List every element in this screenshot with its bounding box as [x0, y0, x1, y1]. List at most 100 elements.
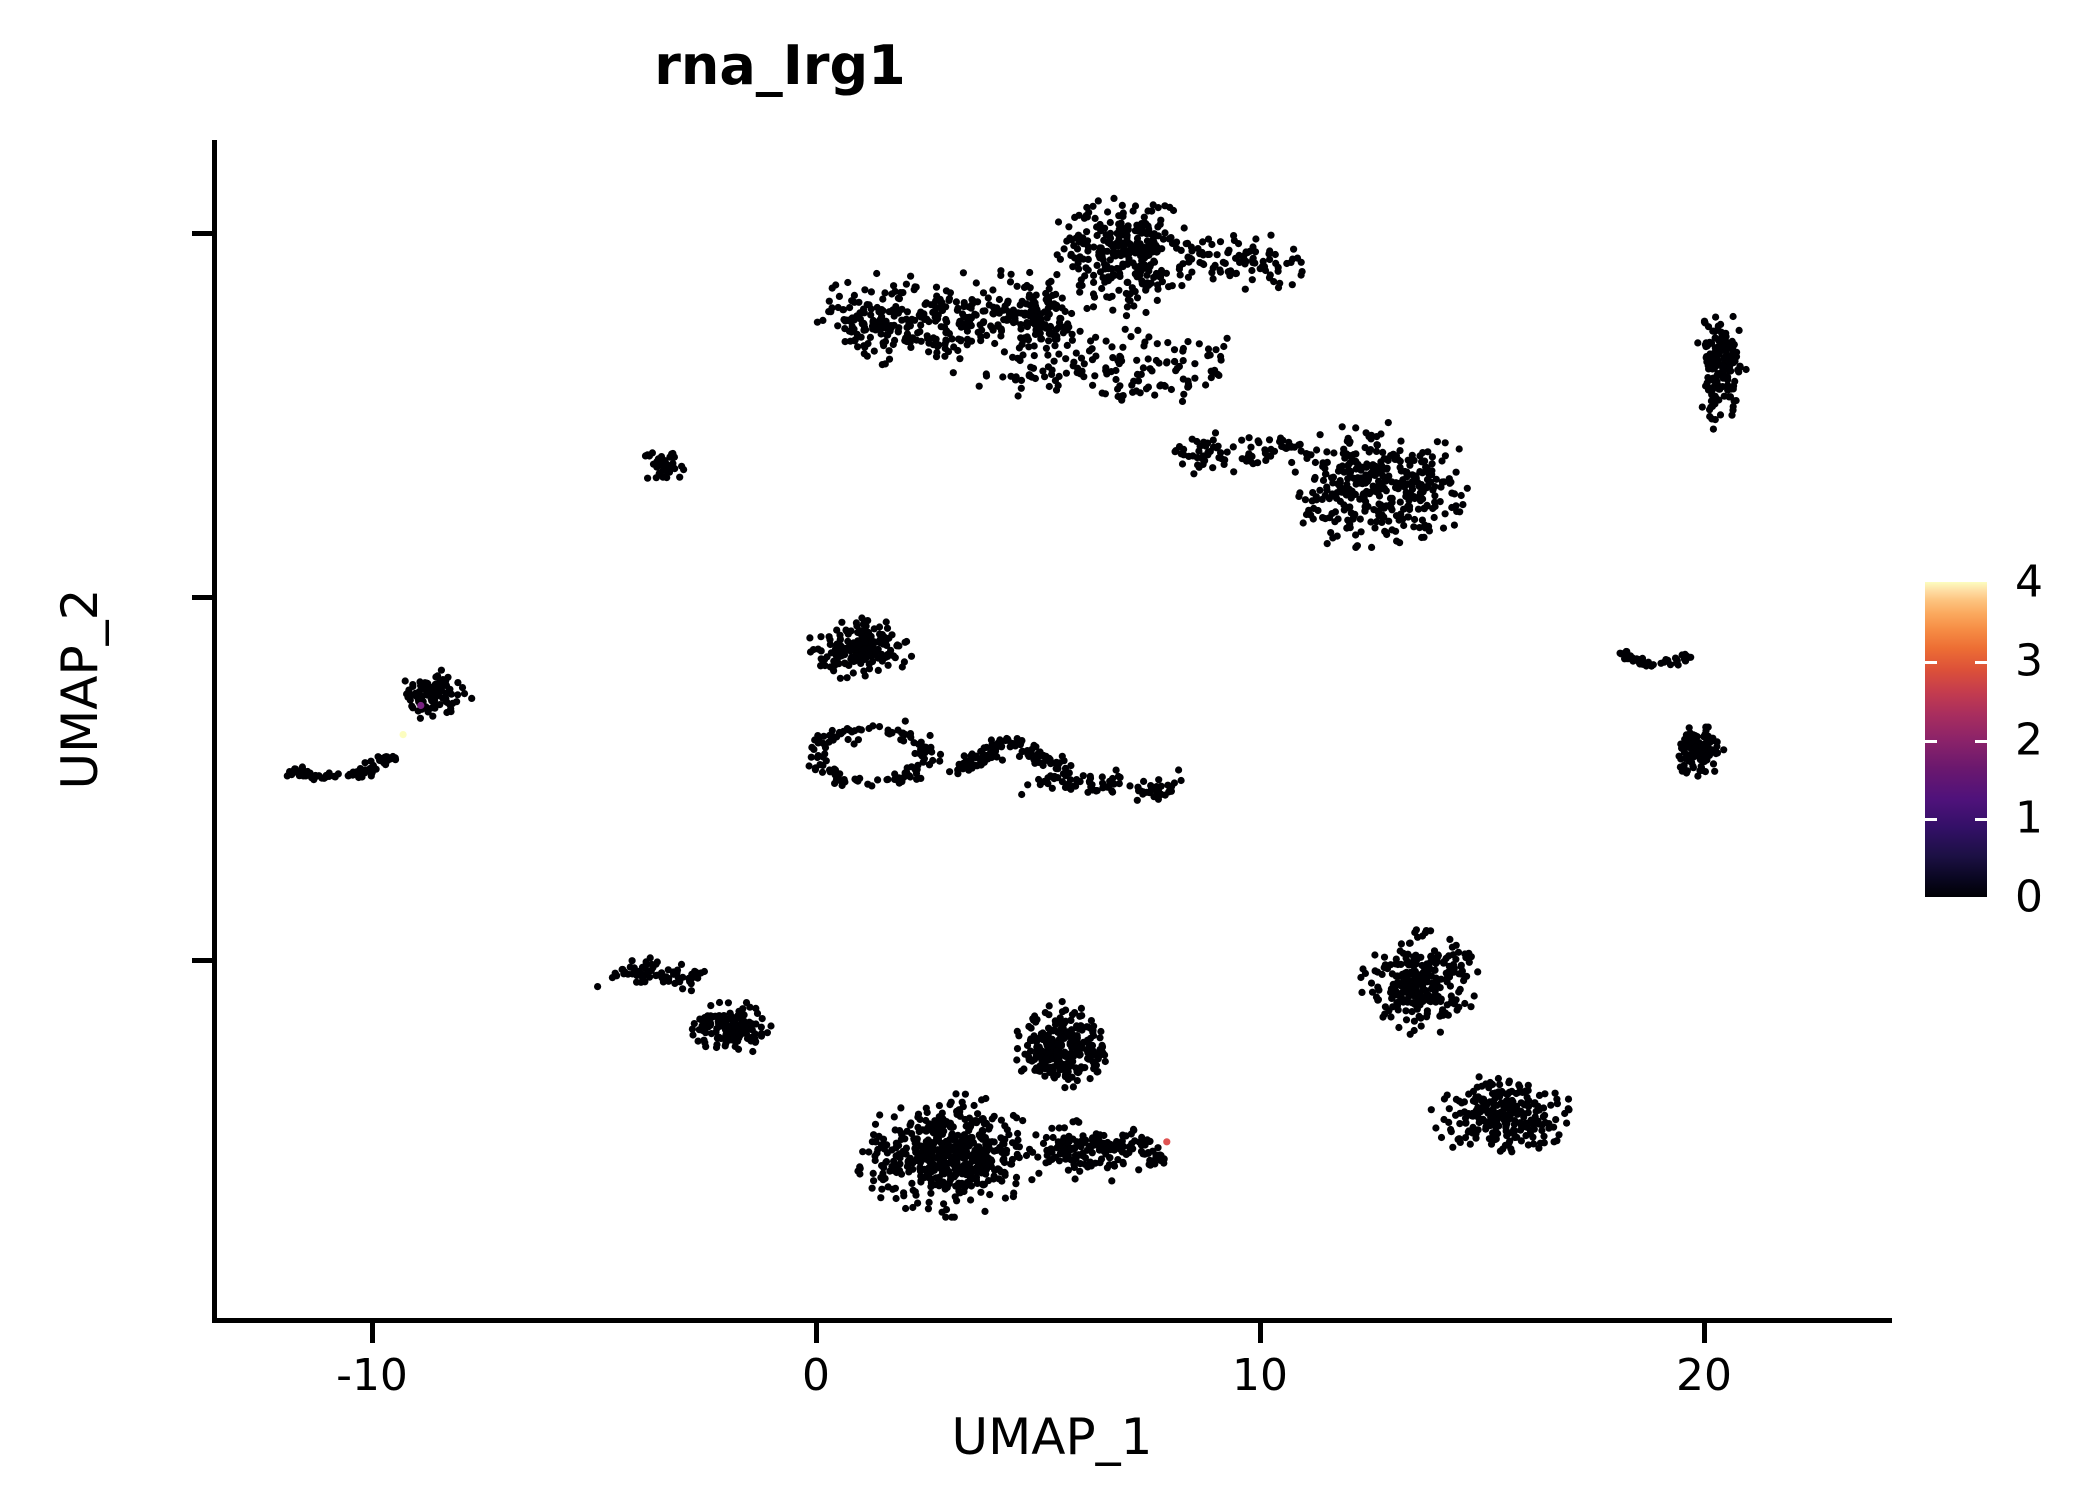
- scatter-point: [1332, 494, 1341, 502]
- scatter-point: [666, 453, 674, 461]
- scatter-point: [908, 1130, 916, 1138]
- scatter-point: [871, 1156, 879, 1165]
- scatter-point: [1683, 767, 1691, 775]
- scatter-point: [1134, 266, 1142, 274]
- scatter-point: [735, 1022, 743, 1030]
- scatter-point: [994, 321, 1002, 329]
- scatter-point: [942, 303, 950, 311]
- scatter-point: [1053, 1071, 1061, 1079]
- scatter-point: [1044, 774, 1052, 782]
- scatter-point: [1707, 746, 1715, 754]
- scatter-point: [1501, 1117, 1509, 1125]
- scatter-point: [1014, 739, 1023, 747]
- scatter-point: [1434, 951, 1442, 959]
- scatter-point: [860, 645, 868, 654]
- scatter-point: [903, 323, 911, 331]
- scatter-point: [864, 647, 872, 655]
- scatter-point: [1510, 1129, 1518, 1137]
- scatter-point: [355, 773, 363, 782]
- scatter-point: [941, 352, 949, 360]
- scatter-point: [1088, 345, 1096, 353]
- scatter-point: [1000, 1140, 1008, 1148]
- scatter-point: [1421, 521, 1429, 529]
- scatter-point: [929, 1128, 938, 1136]
- scatter-point: [1136, 228, 1144, 236]
- scatter-point: [1052, 304, 1060, 313]
- scatter-point: [1396, 479, 1404, 487]
- scatter-point: [1013, 1045, 1022, 1053]
- scatter-point: [1421, 457, 1429, 465]
- scatter-point: [1390, 988, 1398, 996]
- scatter-point: [1409, 959, 1417, 968]
- scatter-point: [1035, 1043, 1043, 1051]
- scatter-point: [1083, 240, 1091, 248]
- scatter-point: [1296, 440, 1304, 448]
- scatter-point: [1491, 1111, 1499, 1119]
- scatter-point: [1045, 1024, 1053, 1032]
- scatter-point: [1388, 478, 1396, 486]
- scatter-point: [368, 765, 376, 773]
- scatter-point: [1410, 1026, 1418, 1035]
- scatter-point: [1077, 1022, 1085, 1030]
- scatter-point: [1101, 224, 1109, 232]
- scatter-point: [1157, 782, 1165, 790]
- scatter-point: [888, 1162, 896, 1171]
- scatter-point: [1033, 1065, 1042, 1073]
- scatter-point: [1040, 308, 1049, 316]
- scatter-point: [427, 683, 435, 691]
- scatter-point: [835, 660, 843, 668]
- scatter-point: [1384, 456, 1392, 465]
- scatter-point: [734, 1045, 743, 1053]
- scatter-point: [850, 640, 858, 648]
- scatter-point: [1204, 448, 1212, 457]
- scatter-point: [1096, 1159, 1104, 1167]
- scatter-point: [889, 1163, 897, 1171]
- scatter-point: [892, 309, 900, 317]
- scatter-point: [1373, 433, 1381, 441]
- scatter-point: [1685, 755, 1693, 764]
- scatter-point: [879, 339, 887, 347]
- scatter-point: [925, 1164, 933, 1172]
- scatter-point: [1702, 339, 1710, 347]
- scatter-point: [1061, 1071, 1070, 1079]
- scatter-point: [1382, 455, 1390, 463]
- scatter-point: [934, 1125, 942, 1133]
- scatter-point: [880, 1164, 888, 1172]
- scatter-point: [1378, 480, 1386, 488]
- scatter-point: [1081, 1154, 1089, 1162]
- scatter-point: [989, 286, 997, 294]
- scatter-point: [701, 1014, 709, 1022]
- scatter-point: [943, 1143, 951, 1151]
- scatter-point: [1056, 1034, 1064, 1042]
- scatter-point: [1711, 327, 1719, 335]
- scatter-point: [995, 295, 1004, 304]
- scatter-point: [1173, 244, 1181, 252]
- scatter-point: [1136, 262, 1144, 270]
- scatter-point: [1406, 1030, 1414, 1038]
- scatter-point: [1147, 230, 1155, 238]
- scatter-point: [977, 1116, 985, 1124]
- scatter-point: [1328, 509, 1336, 518]
- scatter-point: [1319, 476, 1328, 484]
- scatter-point: [851, 657, 859, 665]
- scatter-point: [1502, 1090, 1510, 1098]
- scatter-point: [1249, 460, 1257, 468]
- scatter-point: [1521, 1123, 1529, 1131]
- scatter-point: [1314, 506, 1322, 515]
- scatter-point: [1146, 263, 1154, 271]
- scatter-point: [312, 772, 320, 780]
- scatter-point: [1173, 364, 1181, 372]
- scatter-point: [1114, 242, 1122, 250]
- scatter-point: [662, 973, 670, 981]
- scatter-point: [401, 677, 409, 685]
- scatter-point: [1157, 216, 1165, 224]
- scatter-point: [999, 1140, 1007, 1148]
- scatter-point: [1043, 1048, 1051, 1057]
- scatter-point: [1689, 747, 1698, 755]
- scatter-point: [1094, 197, 1102, 205]
- scatter-point: [426, 688, 434, 697]
- scatter-point: [984, 294, 992, 302]
- scatter-point: [1416, 468, 1424, 476]
- scatter-point: [910, 1135, 918, 1144]
- scatter-point: [1238, 436, 1246, 444]
